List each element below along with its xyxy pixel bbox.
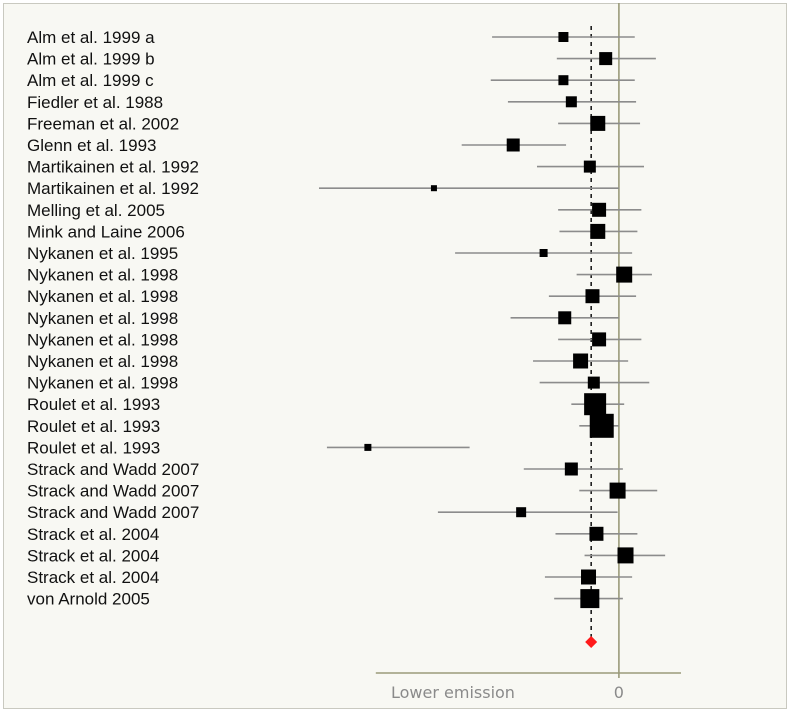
study-label: Melling et al. 2005 xyxy=(27,201,165,220)
x-axis-label: Lower emission xyxy=(391,683,515,702)
study-label: Glenn et al. 1993 xyxy=(27,136,156,155)
effect-marker xyxy=(564,462,578,476)
effect-marker xyxy=(506,138,520,152)
study-label: Roulet et al. 1993 xyxy=(27,438,160,457)
effect-marker xyxy=(539,249,548,257)
study-labels: Alm et al. 1999 a Alm et al. 1999 b Alm et… xyxy=(27,28,199,609)
study-label: Mink and Laine 2006 xyxy=(27,222,185,241)
effect-marker xyxy=(609,482,626,499)
study-label: Strack et al. 2004 xyxy=(27,546,159,565)
effect-marker xyxy=(584,393,607,416)
effect-marker xyxy=(616,266,633,283)
study-label: Nykanen et al. 1998 xyxy=(27,309,178,328)
study-label: Martikainen et al. 1992 xyxy=(27,158,199,177)
effect-marker xyxy=(587,376,600,389)
study-label: Nykanen et al. 1998 xyxy=(27,266,178,285)
study-label: Roulet et al. 1993 xyxy=(27,395,160,414)
effect-marker xyxy=(585,289,600,304)
effect-marker xyxy=(558,32,569,42)
study-label: Nykanen et al. 1998 xyxy=(27,352,178,371)
zero-tick-label: 0 xyxy=(614,683,624,702)
study-label: Strack and Wadd 2007 xyxy=(27,482,199,501)
effect-marker xyxy=(592,202,607,217)
study-label: Roulet et al. 1993 xyxy=(27,417,160,436)
study-label: Alm et al. 1999 b xyxy=(27,50,155,69)
confidence-intervals xyxy=(319,36,666,600)
effect-marker xyxy=(364,443,372,451)
effect-marker xyxy=(590,223,606,239)
study-label: Fiedler et al. 1988 xyxy=(27,93,163,112)
effect-marker xyxy=(565,96,577,108)
effect-marker xyxy=(589,413,614,438)
study-label: von Arnold 2005 xyxy=(27,590,150,609)
pooled-estimate-diamond xyxy=(585,636,598,648)
study-label: Strack et al. 2004 xyxy=(27,568,159,587)
study-label: Strack and Wadd 2007 xyxy=(27,460,199,479)
study-label: Nykanen et al. 1998 xyxy=(27,374,178,393)
effect-marker xyxy=(581,569,597,585)
effect-marker xyxy=(580,589,600,609)
effect-marker xyxy=(558,75,569,86)
effect-marker xyxy=(583,160,596,173)
effect-marker xyxy=(592,332,607,347)
effect-marker xyxy=(573,353,589,369)
study-label: Freeman et al. 2002 xyxy=(27,114,179,133)
effect-marker xyxy=(590,115,606,131)
study-label: Strack et al. 2004 xyxy=(27,525,159,544)
study-label: Martikainen et al. 1992 xyxy=(27,179,199,198)
effect-marker xyxy=(599,52,613,66)
effect-marker xyxy=(589,526,604,541)
study-label: Nykanen et al. 1995 xyxy=(27,244,178,263)
study-label: Nykanen et al. 1998 xyxy=(27,330,178,349)
effect-markers xyxy=(364,32,634,609)
study-label: Alm et al. 1999 a xyxy=(27,28,155,47)
effect-marker xyxy=(430,185,437,192)
study-label: Alm et al. 1999 c xyxy=(27,71,154,90)
effect-marker xyxy=(516,507,527,518)
study-label: Nykanen et al. 1998 xyxy=(27,287,178,306)
effect-marker xyxy=(617,547,634,564)
study-label: Strack and Wadd 2007 xyxy=(27,503,199,522)
effect-marker xyxy=(558,311,572,325)
chart-frame xyxy=(3,3,787,709)
